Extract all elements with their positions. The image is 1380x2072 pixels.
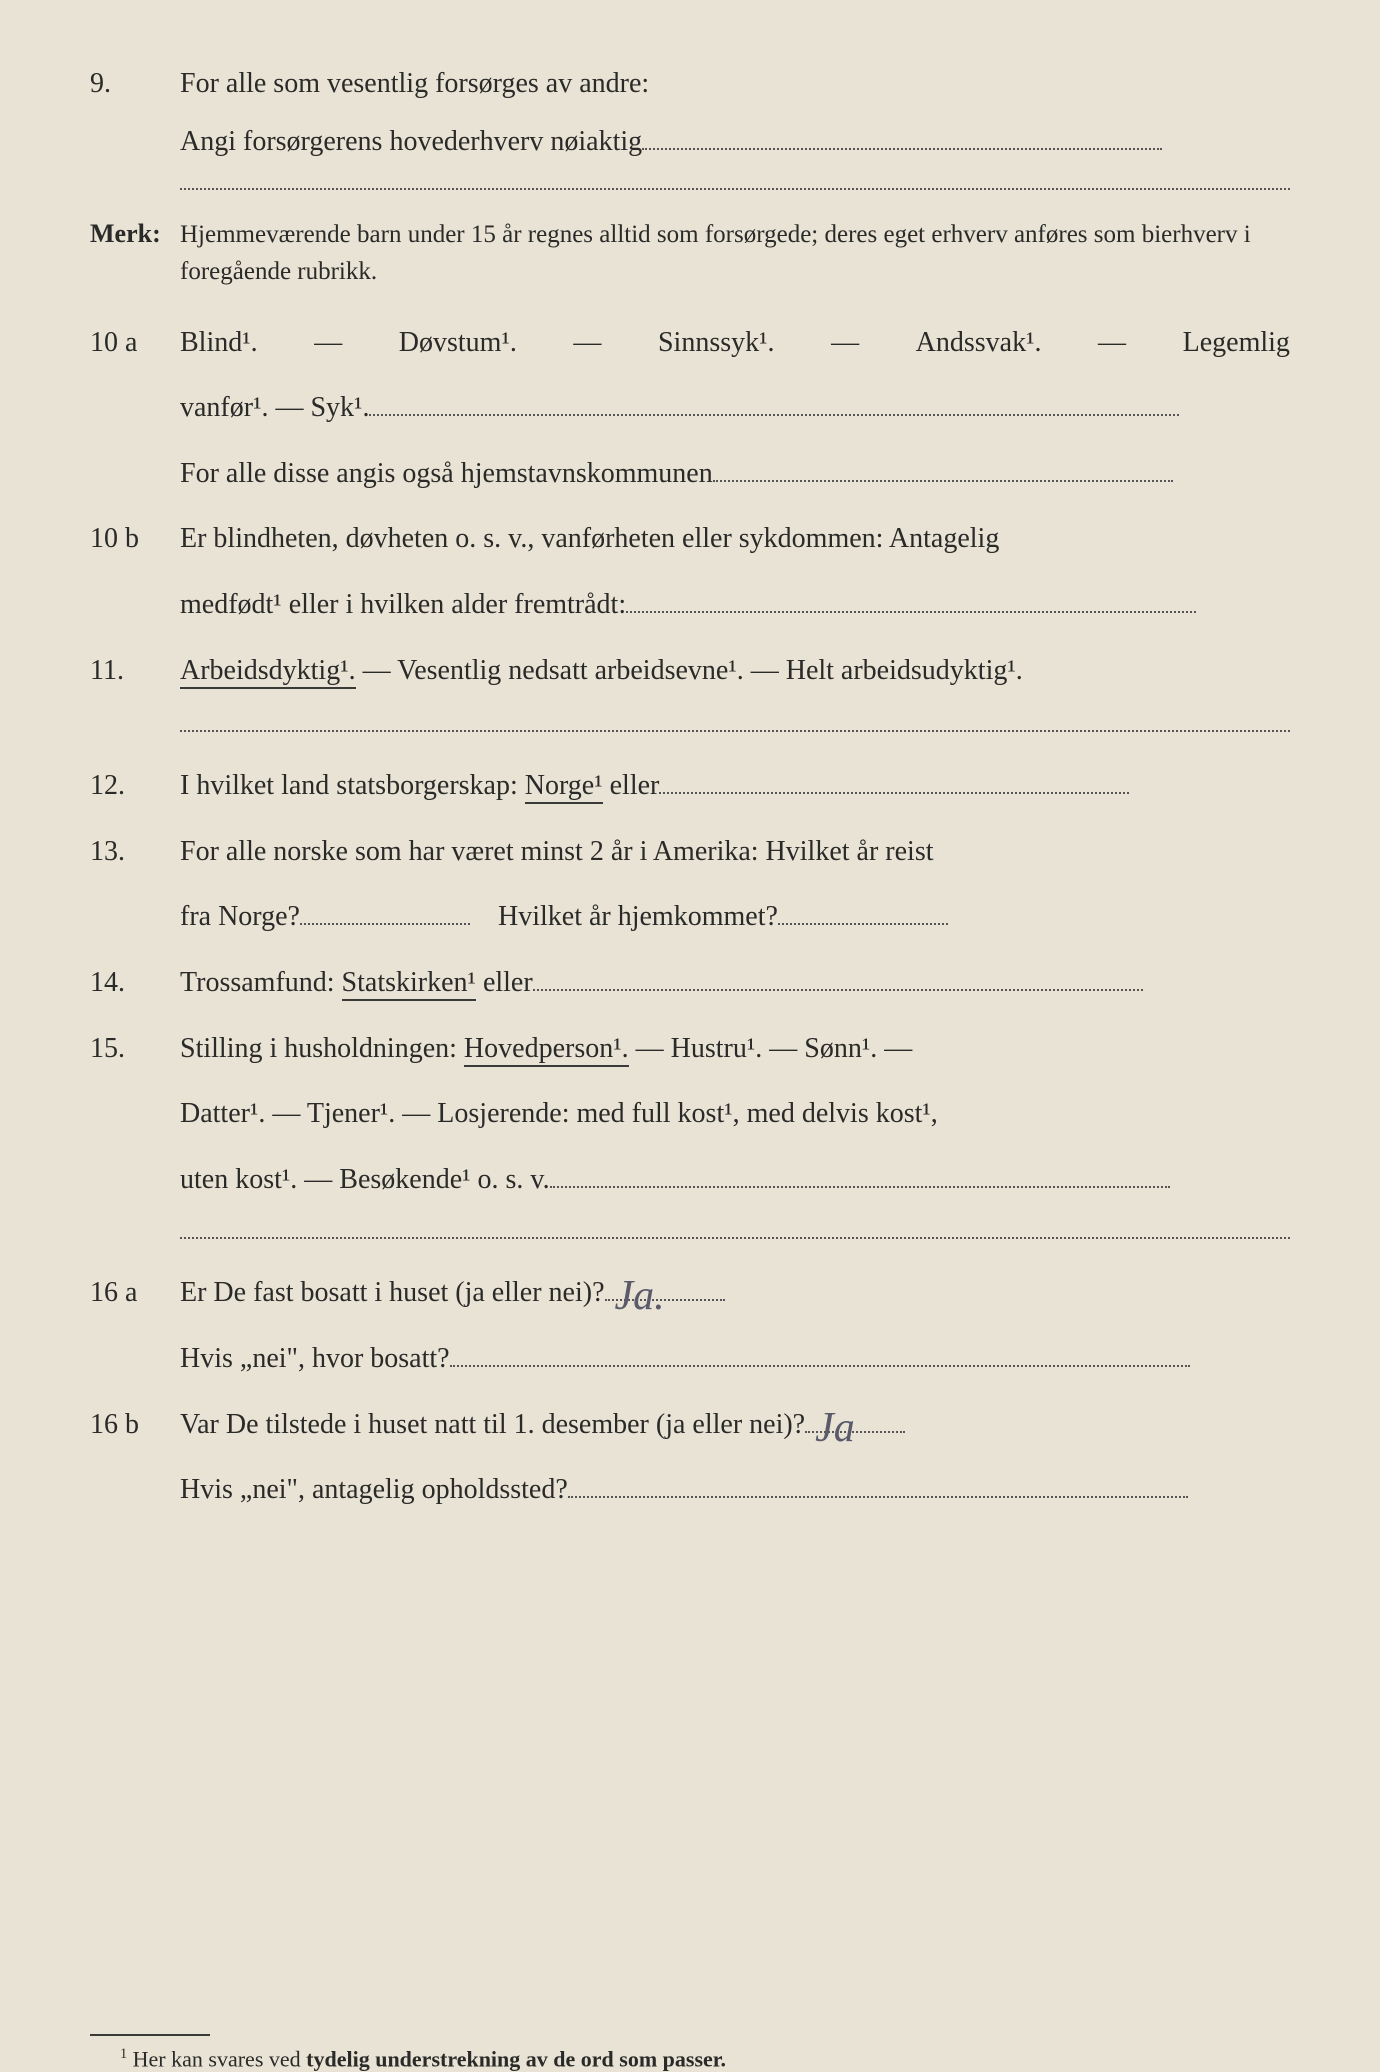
q16b-question: Var De tilstede i huset natt til 1. dese… bbox=[180, 1409, 805, 1440]
q13-line2b: Hvilket år hjemkommet? bbox=[498, 901, 778, 932]
q13-line2-row: fra Norge? Hvilket år hjemkommet? bbox=[90, 893, 1290, 941]
q9-sub-text: Angi forsørgerens hovederhverv nøiaktig bbox=[180, 126, 642, 157]
q15-rest1: — Hustru¹. — Sønn¹. — bbox=[629, 1033, 913, 1064]
q10a-fill bbox=[369, 414, 1179, 416]
q13-fill1 bbox=[300, 923, 470, 925]
q13-line1: For alle norske som har været minst 2 år… bbox=[180, 828, 1290, 876]
q12-pre: I hvilket land statsborgerskap: bbox=[180, 770, 525, 801]
q10a-opt-andssvak: Andssvak¹. bbox=[916, 319, 1042, 367]
q15-underlined: Hovedperson¹. bbox=[464, 1033, 629, 1067]
q10b-fill bbox=[626, 611, 1196, 613]
merk-label: Merk: bbox=[90, 214, 180, 253]
q11-blank-line bbox=[180, 730, 1290, 732]
q16a-sub-row: Hvis „nei", hvor bosatt? bbox=[90, 1335, 1290, 1383]
question-9: 9. For alle som vesentlig forsørges av a… bbox=[90, 60, 1290, 108]
dash: — bbox=[831, 319, 859, 367]
q10a-opt-sinnssyk: Sinnssyk¹. bbox=[658, 319, 775, 367]
question-13: 13. For alle norske som har været minst … bbox=[90, 828, 1290, 876]
q10a-line3: For alle disse angis også hjemstavnskomm… bbox=[90, 450, 1290, 498]
q10a-opt-blind: Blind¹. bbox=[180, 319, 258, 367]
q9-subline: Angi forsørgerens hovederhverv nøiaktig bbox=[180, 126, 1290, 158]
q9-fill-line bbox=[642, 148, 1162, 150]
q16a-answer-line: Ja. bbox=[605, 1299, 725, 1301]
q10b-line2-row: medfødt¹ eller i hvilken alder fremtrådt… bbox=[90, 581, 1290, 629]
q16b-sub-row: Hvis „nei", antagelig opholdssted? bbox=[90, 1466, 1290, 1514]
dash: — bbox=[573, 319, 601, 367]
q16b-answer: Ja bbox=[815, 1393, 855, 1464]
q10a-content: Blind¹. — Døvstum¹. — Sinnssyk¹. — Andss… bbox=[180, 319, 1290, 367]
q10b-number: 10 b bbox=[90, 515, 180, 563]
q10a-line2-text: vanfør¹. — Syk¹. bbox=[180, 392, 369, 423]
q16b-answer-line: Ja bbox=[805, 1431, 905, 1433]
q12-post: eller bbox=[603, 770, 660, 801]
question-10a: 10 a Blind¹. — Døvstum¹. — Sinnssyk¹. — … bbox=[90, 319, 1290, 367]
q15-number: 15. bbox=[90, 1025, 180, 1073]
q11-number: 11. bbox=[90, 647, 180, 695]
q15-line3: uten kost¹. — Besøkende¹ o. s. v. bbox=[180, 1164, 550, 1195]
q15-line3-row: uten kost¹. — Besøkende¹ o. s. v. bbox=[90, 1156, 1290, 1204]
q9-title: For alle som vesentlig forsørges av andr… bbox=[180, 60, 1290, 108]
dash: — bbox=[1098, 319, 1126, 367]
q10a-fill2 bbox=[713, 480, 1173, 482]
footnote-pre: Her kan svares ved bbox=[133, 2046, 307, 2071]
q15-line2: Datter¹. — Tjener¹. — Losjerende: med fu… bbox=[180, 1090, 1290, 1138]
q14-post: eller bbox=[476, 967, 533, 998]
q16a-question: Er De fast bosatt i huset (ja eller nei)… bbox=[180, 1277, 605, 1308]
q16b-number: 16 b bbox=[90, 1401, 180, 1449]
q16a-sub: Hvis „nei", hvor bosatt? bbox=[180, 1343, 450, 1374]
q12-number: 12. bbox=[90, 762, 180, 810]
dash: — bbox=[314, 319, 342, 367]
q13-line2a: fra Norge? bbox=[180, 901, 300, 932]
q13-number: 13. bbox=[90, 828, 180, 876]
q16a-answer: Ja. bbox=[615, 1261, 665, 1332]
q14-pre: Trossamfund: bbox=[180, 967, 342, 998]
q10a-number: 10 a bbox=[90, 319, 180, 367]
q12-underlined: Norge¹ bbox=[525, 770, 603, 804]
merk-note: Merk: Hjemmeværende barn under 15 år reg… bbox=[90, 214, 1290, 291]
q16a-number: 16 a bbox=[90, 1269, 180, 1317]
q11-underlined: Arbeidsdyktig¹. bbox=[180, 655, 356, 689]
question-14: 14. Trossamfund: Statskirken¹ eller bbox=[90, 959, 1290, 1007]
merk-text: Hjemmeværende barn under 15 år regnes al… bbox=[180, 216, 1290, 291]
question-10b: 10 b Er blindheten, døvheten o. s. v., v… bbox=[90, 515, 1290, 563]
footnote-num: 1 bbox=[120, 2046, 127, 2062]
q14-number: 14. bbox=[90, 959, 180, 1007]
q16b-sub-fill bbox=[568, 1496, 1188, 1498]
q10b-line2-text: medfødt¹ eller i hvilken alder fremtrådt… bbox=[180, 589, 626, 620]
q16b-sub: Hvis „nei", antagelig opholdssted? bbox=[180, 1474, 568, 1505]
question-12: 12. I hvilket land statsborgerskap: Norg… bbox=[90, 762, 1290, 810]
q16a-sub-fill bbox=[450, 1365, 1190, 1367]
q15-blank-line bbox=[180, 1237, 1290, 1239]
footnote-rule bbox=[90, 2034, 210, 2036]
q10a-line3-text: For alle disse angis også hjemstavnskomm… bbox=[180, 458, 713, 489]
q15-fill bbox=[550, 1186, 1170, 1188]
q10a-opt-dovstum: Døvstum¹. bbox=[399, 319, 517, 367]
q14-fill bbox=[533, 989, 1143, 991]
q9-number: 9. bbox=[90, 60, 180, 108]
footnote: 1 Her kan svares ved tydelig understrekn… bbox=[90, 2046, 1290, 2072]
q12-fill bbox=[659, 792, 1129, 794]
q10a-opt-legemlig: Legemlig bbox=[1183, 319, 1290, 367]
question-11: 11. Arbeidsdyktig¹. — Vesentlig nedsatt … bbox=[90, 647, 1290, 695]
q9-blank-line bbox=[180, 188, 1290, 190]
q14-underlined: Statskirken¹ bbox=[342, 967, 476, 1001]
question-16a: 16 a Er De fast bosatt i huset (ja eller… bbox=[90, 1269, 1290, 1317]
q11-rest: — Vesentlig nedsatt arbeidsevne¹. — Helt… bbox=[356, 655, 1023, 686]
q15-pre: Stilling i husholdningen: bbox=[180, 1033, 464, 1064]
q15-line2-row: Datter¹. — Tjener¹. — Losjerende: med fu… bbox=[90, 1090, 1290, 1138]
q10a-line2: vanfør¹. — Syk¹. bbox=[90, 384, 1290, 432]
footnote-bold: tydelig understrekning av de ord som pas… bbox=[306, 2046, 726, 2071]
q13-fill2 bbox=[778, 923, 948, 925]
census-form-page: 9. For alle som vesentlig forsørges av a… bbox=[90, 60, 1290, 1998]
question-15: 15. Stilling i husholdningen: Hovedperso… bbox=[90, 1025, 1290, 1073]
q10b-line1: Er blindheten, døvheten o. s. v., vanfør… bbox=[180, 515, 1290, 563]
question-16b: 16 b Var De tilstede i huset natt til 1.… bbox=[90, 1401, 1290, 1449]
